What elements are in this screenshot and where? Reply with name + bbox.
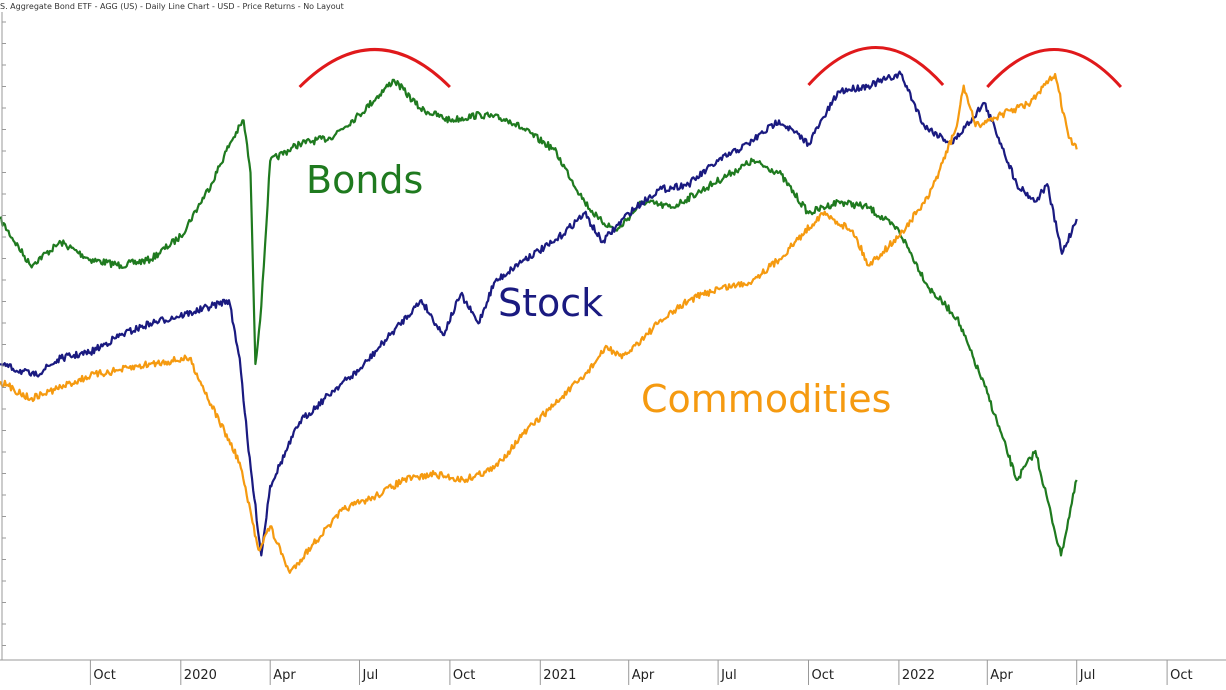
series-label-bonds: Bonds bbox=[306, 158, 423, 202]
x-tick-label: 2022 bbox=[902, 668, 935, 683]
x-tick-label: Apr bbox=[990, 668, 1013, 683]
peak-arc-2 bbox=[807, 46, 945, 87]
series-label-stock: Stock bbox=[498, 281, 603, 325]
chart-title: S. Aggregate Bond ETF - AGG (US) - Daily… bbox=[0, 2, 344, 11]
x-tick-label: 2021 bbox=[543, 668, 576, 683]
series-label-commodities: Commodities bbox=[641, 377, 891, 421]
x-axis-ticks: Oct 2020 Apr Jul Oct 2021 Apr Jul Oct 2022 Apr Jul O… bbox=[89, 660, 1193, 685]
x-tick-label: Apr bbox=[273, 668, 296, 683]
series-lines bbox=[0, 70, 1078, 574]
series-labels: Bonds Stock Commodities bbox=[306, 158, 891, 421]
series-line-bonds bbox=[0, 78, 1078, 557]
x-tick-label: 2020 bbox=[184, 668, 217, 683]
peak-arc-1 bbox=[298, 48, 451, 89]
series-line-stock bbox=[0, 70, 1078, 557]
series-line-commodities bbox=[0, 72, 1078, 574]
x-tick-label: Oct bbox=[1170, 668, 1192, 683]
x-tick-label: Oct bbox=[812, 668, 834, 683]
x-tick-label: Oct bbox=[453, 668, 475, 683]
x-tick-label: Apr bbox=[632, 668, 655, 683]
peak-arc-3 bbox=[986, 48, 1123, 88]
x-tick-label: Jul bbox=[1079, 668, 1096, 683]
peak-arcs bbox=[298, 46, 1123, 89]
x-tick-label: Oct bbox=[93, 668, 115, 683]
x-tick-label: Jul bbox=[720, 668, 737, 683]
x-tick-label: Jul bbox=[362, 668, 379, 683]
y-axis-ticks bbox=[2, 21, 6, 646]
